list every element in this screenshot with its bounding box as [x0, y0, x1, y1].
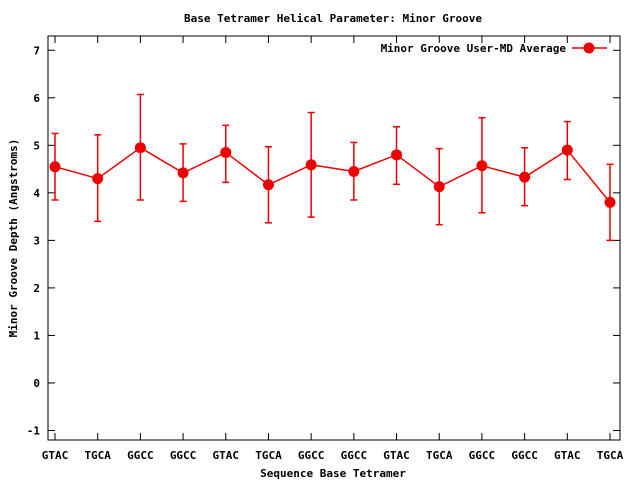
legend-marker-swatch — [583, 42, 595, 54]
data-point — [262, 179, 274, 191]
y-tick-label: -1 — [27, 424, 41, 437]
y-tick-label: 3 — [33, 234, 40, 247]
x-tick-label: GGCC — [341, 449, 368, 462]
y-tick-label: 1 — [33, 329, 40, 342]
legend-label: Minor Groove User-MD Average — [381, 42, 567, 55]
data-point — [134, 142, 146, 154]
y-axis-ticks: -1 0 1 2 3 4 5 6 7 — [27, 44, 620, 437]
x-tick-label: GGCC — [127, 449, 154, 462]
data-point — [476, 160, 488, 172]
data-point — [49, 161, 61, 173]
y-tick-label: 4 — [33, 187, 40, 200]
x-tick-label: GGCC — [298, 449, 325, 462]
x-tick-label: TGCA — [426, 449, 453, 462]
x-axis-ticks: GTAC TGCA GGCC GGCC GTAC TGCA GGCC GGCC GTAC TGCA… — [42, 36, 624, 462]
data-point — [348, 165, 360, 177]
data-point — [92, 173, 104, 185]
x-tick-label: GGCC — [170, 449, 197, 462]
y-tick-label: 7 — [33, 44, 40, 57]
series-line — [54, 146, 611, 203]
x-tick-label: GTAC — [42, 449, 69, 462]
x-tick-label: TGCA — [597, 449, 624, 462]
chart-title: Base Tetramer Helical Parameter: Minor G… — [184, 12, 482, 25]
y-tick-label: 6 — [33, 92, 40, 105]
x-tick-label: GGCC — [511, 449, 538, 462]
data-point — [391, 149, 403, 161]
x-tick-label: GTAC — [383, 449, 410, 462]
x-tick-label: GTAC — [554, 449, 581, 462]
data-point — [305, 159, 317, 171]
x-tick-label: TGCA — [84, 449, 111, 462]
legend: Minor Groove User-MD Average — [381, 42, 607, 55]
plot-frame — [47, 35, 621, 441]
data-points — [49, 142, 616, 208]
data-point — [561, 144, 573, 156]
data-point — [519, 171, 531, 183]
y-tick-label: 5 — [33, 139, 40, 152]
x-tick-label: GTAC — [213, 449, 240, 462]
data-point — [177, 167, 189, 179]
data-point — [604, 196, 616, 208]
y-tick-label: 0 — [33, 377, 40, 390]
x-axis-label: Sequence Base Tetramer — [260, 467, 406, 480]
data-point — [433, 181, 445, 193]
y-axis-label: Minor Groove Depth (Angstroms) — [7, 139, 20, 338]
x-tick-label: TGCA — [255, 449, 282, 462]
y-tick-label: 2 — [33, 282, 40, 295]
data-point — [220, 146, 232, 158]
x-tick-label: GGCC — [469, 449, 496, 462]
